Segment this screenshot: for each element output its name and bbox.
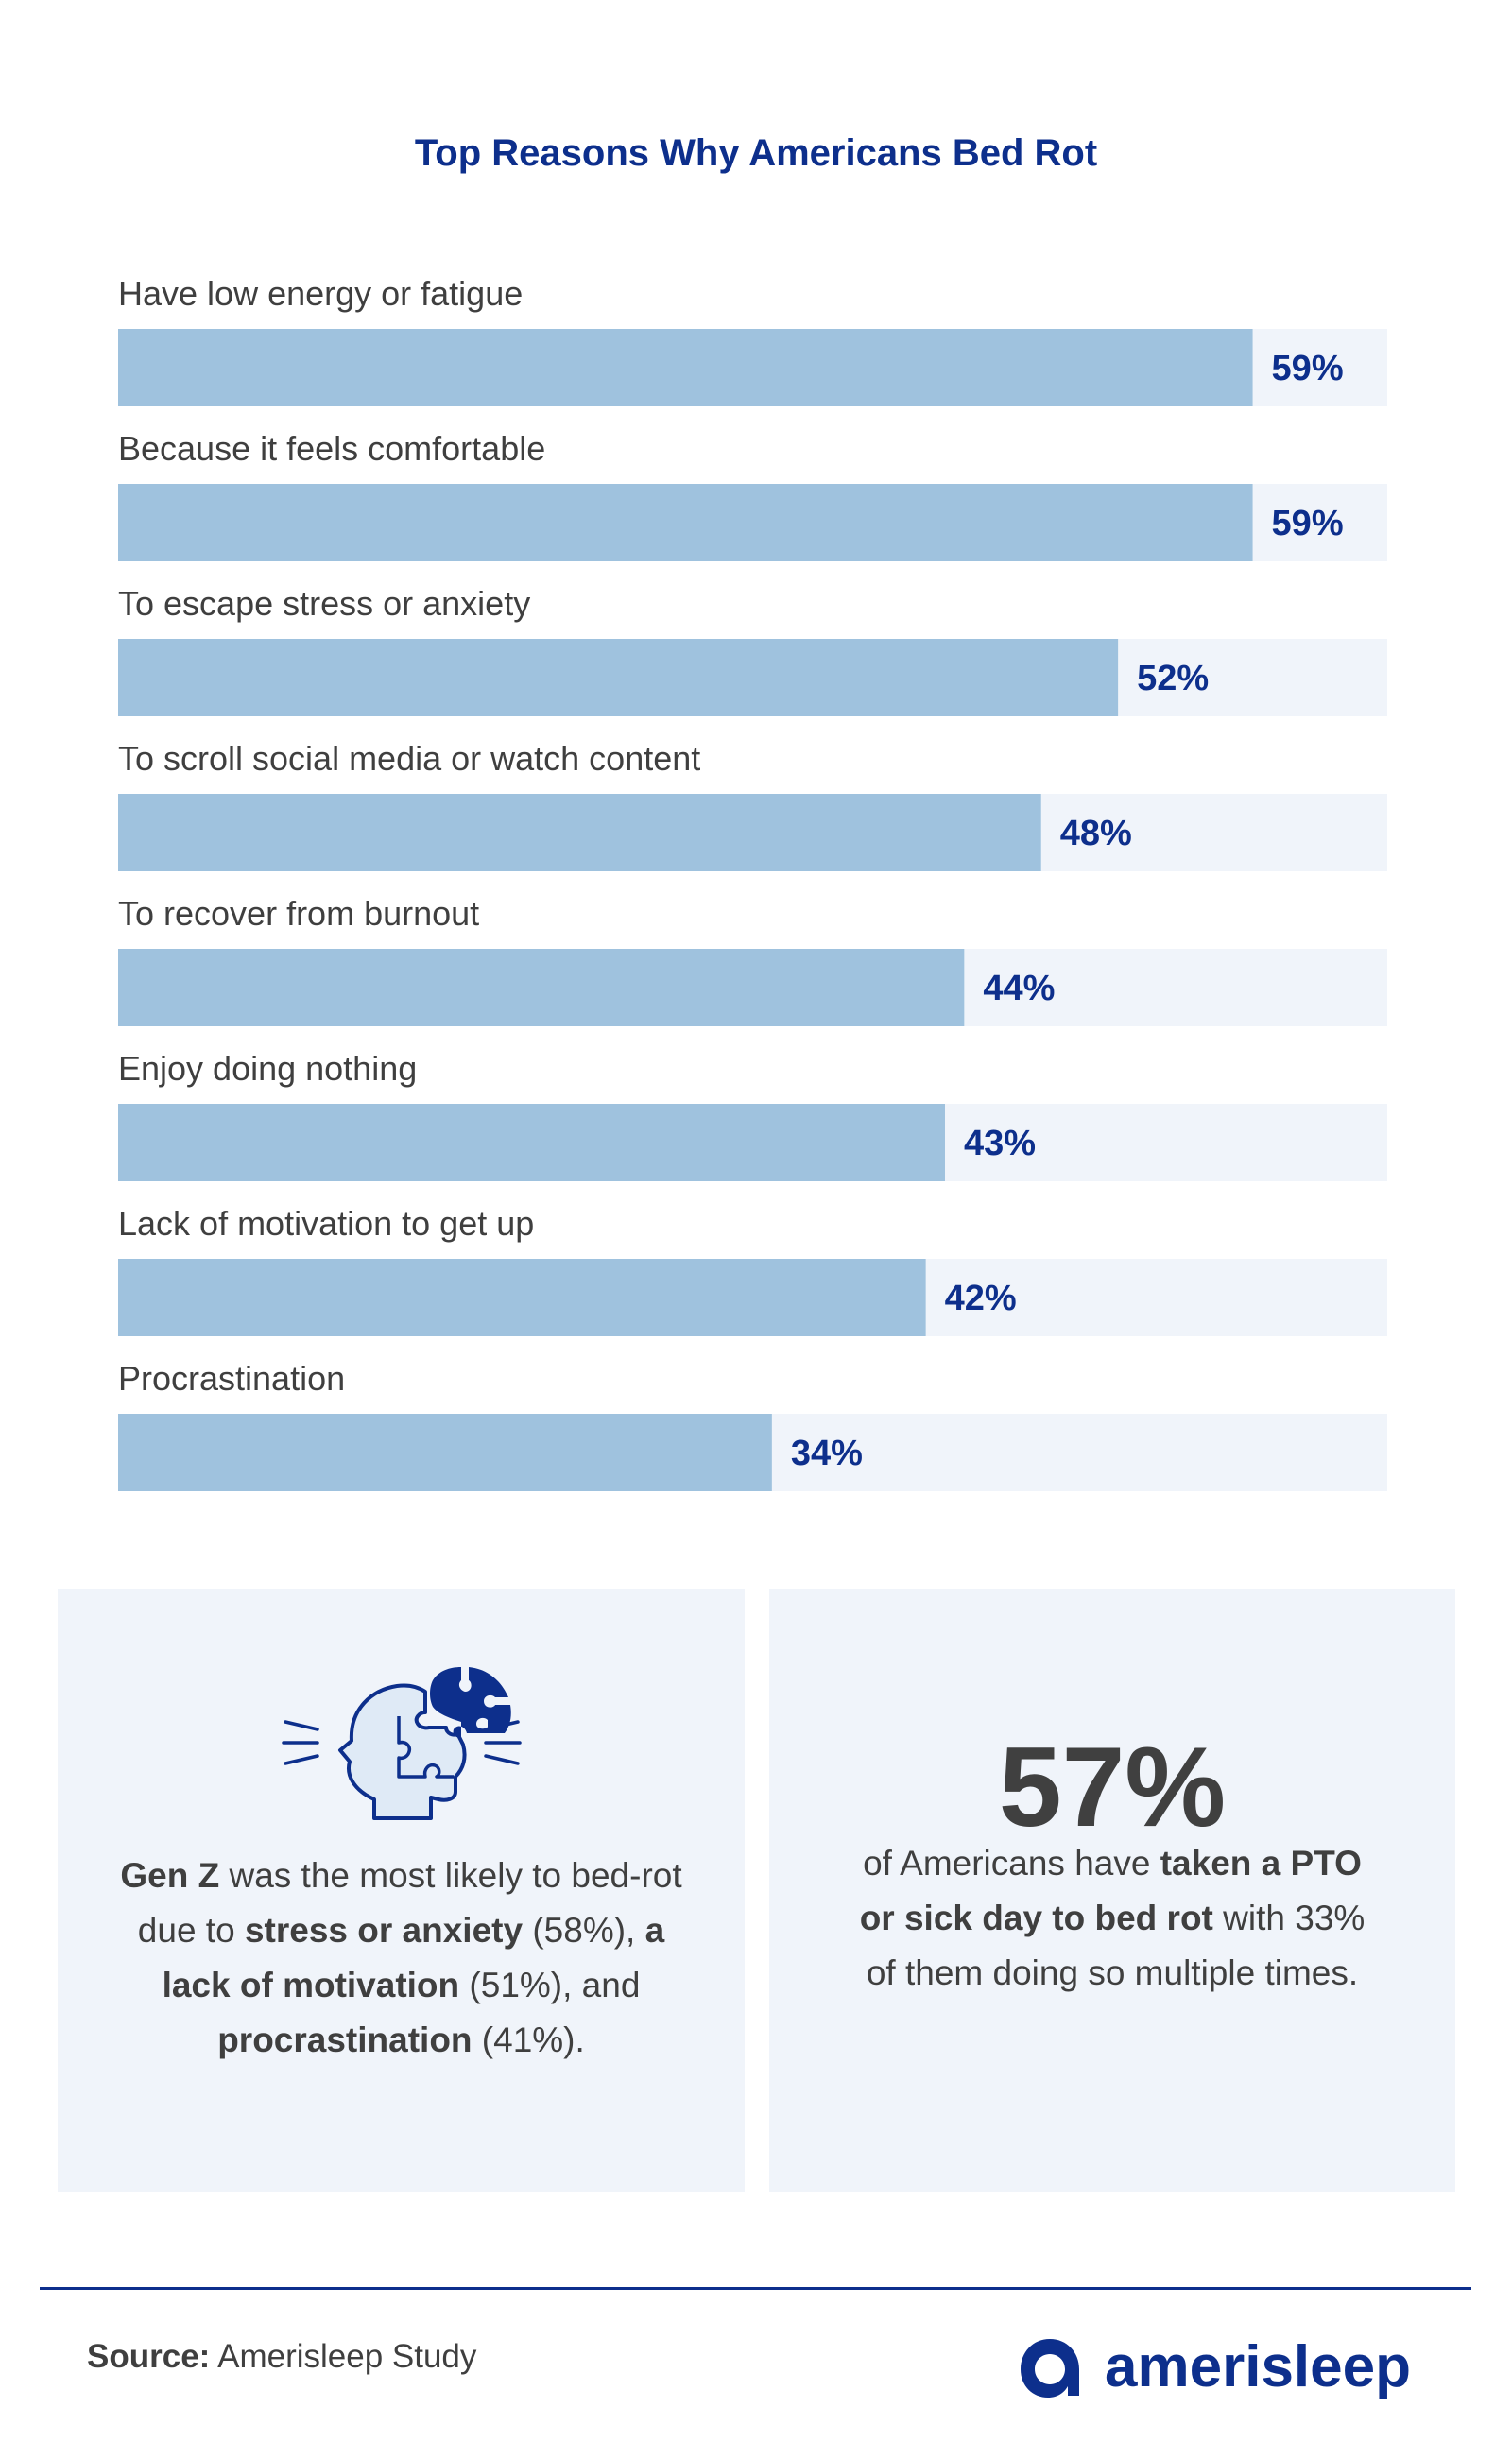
bar	[118, 639, 1119, 716]
bar-label: To recover from burnout	[118, 894, 479, 933]
source-label: Source:	[87, 2338, 211, 2375]
gen-z-reason-procrastination: procrastination	[217, 2021, 472, 2059]
gen-z-pct-1: (58%),	[523, 1911, 645, 1950]
footer-divider	[40, 2287, 1471, 2290]
pto-text-1: of Americans have	[863, 1844, 1160, 1883]
bar-row: Have low energy or fatigue 59%	[118, 274, 1387, 406]
bar-row: Lack of motivation to get up 42%	[118, 1204, 1387, 1336]
gen-z-subject: Gen Z	[120, 1856, 220, 1895]
gen-z-pct-2: (51%), and	[459, 1966, 641, 2004]
bar-value-label: 42%	[945, 1279, 1017, 1318]
bar-value-label: 52%	[1137, 659, 1209, 698]
bar-label: Because it feels comfortable	[118, 429, 545, 468]
bar-value-label: 59%	[1272, 504, 1344, 543]
bar-label: Lack of motivation to get up	[118, 1204, 534, 1243]
bar	[118, 1104, 945, 1181]
gen-z-panel: Gen Z was the most likely to bed-rot due…	[58, 1589, 745, 2192]
bar	[118, 949, 965, 1026]
gen-z-text-1: was the most likely to bed-rot due to	[137, 1856, 682, 1950]
pto-panel: 57% of Americans have taken a PTO or sic…	[769, 1589, 1455, 2192]
bar-label: To escape stress or anxiety	[118, 584, 530, 623]
gen-z-text: Gen Z was the most likely to bed-rot due…	[114, 1849, 688, 2068]
bar-label: Enjoy doing nothing	[118, 1049, 417, 1088]
bar	[118, 484, 1253, 561]
gen-z-pct-3: (41%).	[472, 2021, 585, 2059]
bar-value-label: 43%	[964, 1124, 1036, 1163]
bar-row: Because it feels comfortable 59%	[118, 429, 1387, 561]
source-line: Source: Amerisleep Study	[87, 2338, 476, 2376]
bar	[118, 1414, 772, 1491]
pto-text-2: with 33% of them doing so multiple times…	[866, 1899, 1366, 1992]
bar-value-label: 48%	[1060, 814, 1132, 853]
pto-big-number: 57%	[998, 1724, 1227, 1850]
amerisleep-logo-icon	[1021, 2339, 1079, 2398]
bar-value-label: 59%	[1272, 349, 1344, 388]
bar-value-label: 44%	[983, 969, 1055, 1008]
bar	[118, 1259, 926, 1336]
bar-label: To scroll social media or watch content	[118, 739, 700, 778]
bar-row: To recover from burnout 44%	[118, 894, 1387, 1026]
pto-text-bold: taken a PTO or sick day to bed rot	[859, 1844, 1362, 1937]
bar-row: To scroll social media or watch content 4…	[118, 739, 1387, 871]
bar-row: To escape stress or anxiety 52%	[118, 584, 1387, 716]
source-value: Amerisleep Study	[210, 2338, 477, 2375]
gen-z-reason-motivation: a lack of motivation	[162, 1911, 665, 2004]
gen-z-reason-stress: stress or anxiety	[244, 1911, 524, 1950]
bar-value-label: 34%	[791, 1434, 863, 1473]
amerisleep-logo[interactable]: amerisleep	[1017, 2330, 1433, 2405]
bar-row: Procrastination 34%	[118, 1359, 1387, 1491]
bar-label: Have low energy or fatigue	[118, 274, 523, 313]
pto-text: of Americans have taken a PTO or sick da…	[854, 1836, 1370, 2001]
bar	[118, 794, 1041, 871]
logo-wordmark: amerisleep	[1105, 2334, 1411, 2399]
bar-label: Procrastination	[118, 1359, 345, 1398]
head-puzzle-icon	[282, 1667, 522, 1820]
bar	[118, 329, 1253, 406]
chart-title: Top Reasons Why Americans Bed Rot	[414, 132, 1098, 174]
bar-row: Enjoy doing nothing 43%	[118, 1049, 1387, 1181]
